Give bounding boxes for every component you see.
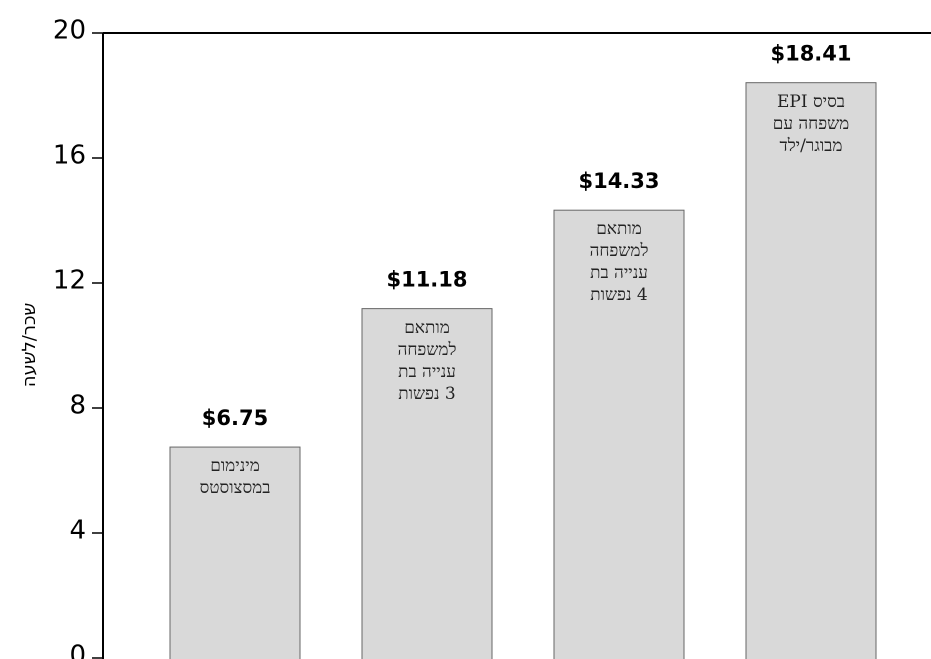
y-tick-label: 0 xyxy=(69,641,86,659)
category-label: בסיס EPI משפחה עם מבוגר/ילד xyxy=(772,91,850,156)
y-tick-label: 12 xyxy=(53,266,86,296)
category-label: מותאם למשפחה ענייה בת 3 נפשות xyxy=(397,317,457,404)
value-label: $11.18 xyxy=(386,268,467,292)
y-tick-label: 4 xyxy=(69,516,86,546)
bar xyxy=(169,446,301,659)
value-label: $14.33 xyxy=(578,169,659,193)
category-label: מינימום במסצוסטס xyxy=(199,456,271,499)
y-tick-label: 20 xyxy=(53,16,86,46)
bar xyxy=(553,209,685,659)
value-label: $6.75 xyxy=(202,406,268,430)
bar xyxy=(361,308,493,659)
bar xyxy=(745,82,877,659)
category-label: מותאם למשפחה ענייה בת 4 נפשות xyxy=(589,219,649,306)
value-label: $18.41 xyxy=(770,42,851,66)
y-tick-label: 16 xyxy=(53,141,86,171)
y-tick-label: 8 xyxy=(69,391,86,421)
y-axis-label: שכר/לשעה xyxy=(19,303,40,388)
